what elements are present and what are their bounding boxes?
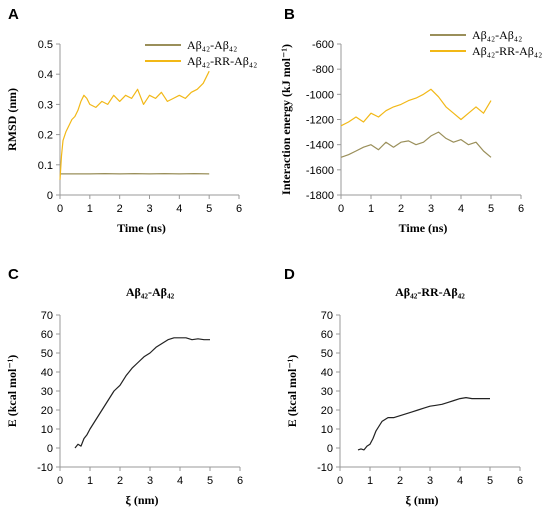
y-tick-label: -1600 xyxy=(306,165,334,177)
chart-panel-b: 0 1 2 3 4 5 6 -600 -800 -1000 -1200 -1400 -1600 -1800… xyxy=(279,28,542,235)
x-tick-label: 3 xyxy=(147,475,153,487)
y-tick-label: -600 xyxy=(312,39,334,51)
y-tick-label: 20 xyxy=(321,405,333,417)
y-tick-label: 0.5 xyxy=(38,39,53,51)
y-tick-label: 0.4 xyxy=(38,69,53,81)
y-tick-label: -1200 xyxy=(306,115,334,127)
x-axis-label: ξ (nm) xyxy=(125,493,158,507)
panel-label-a: A xyxy=(8,6,19,23)
legend-label: Aβ₄₂-RR-Aβ₄₂ xyxy=(187,54,257,68)
y-tick-label: 0.1 xyxy=(38,160,53,172)
y-axis-label: E (kcal mol⁻¹) xyxy=(285,355,299,428)
x-tick-label: 1 xyxy=(87,475,93,487)
x-tick-label: 6 xyxy=(236,203,242,215)
y-axis-label: E (kcal mol⁻¹) xyxy=(5,355,19,428)
x-tick-label: 5 xyxy=(488,203,494,215)
x-tick-label: 0 xyxy=(338,203,344,215)
chart-title: Aβ₄₂-RR-Aβ₄₂ xyxy=(395,285,465,299)
y-axis-label: RMSD (nm) xyxy=(5,88,19,151)
x-tick-label: 5 xyxy=(206,203,212,215)
panel-label-b: B xyxy=(284,6,295,23)
y-axis-label: Interaction energy (kJ mol⁻¹) xyxy=(279,44,293,195)
y-tick-label: 0.2 xyxy=(38,130,53,142)
x-tick-label: 2 xyxy=(117,203,123,215)
series-line-1 xyxy=(357,397,490,451)
y-tick-label: 70 xyxy=(321,310,333,322)
y-tick-label: -1000 xyxy=(306,89,334,101)
legend-label: Aβ₄₂-Aβ₄₂ xyxy=(472,28,522,42)
x-tick-label: 3 xyxy=(428,203,434,215)
y-tick-label: 50 xyxy=(321,348,333,360)
series-line-2 xyxy=(59,70,210,180)
y-tick-label: 0 xyxy=(47,190,53,202)
y-tick-label: 30 xyxy=(321,386,333,398)
y-tick-label: 60 xyxy=(321,329,333,341)
x-tick-label: 3 xyxy=(427,475,433,487)
y-tick-label: -800 xyxy=(312,64,334,76)
y-tick-label: -1400 xyxy=(306,140,334,152)
chart-panel-c: 0 1 2 3 4 5 6 -10 0 10 20 30 40 50 60 70 ξ (nm) E (kcal m… xyxy=(5,285,243,507)
legend-label: Aβ₄₂-Aβ₄₂ xyxy=(187,38,237,52)
series-line-2 xyxy=(340,88,492,127)
y-tick-label: 0 xyxy=(327,443,333,455)
x-tick-label: 2 xyxy=(398,203,404,215)
series-line-1 xyxy=(340,131,492,158)
x-tick-label: 6 xyxy=(518,203,524,215)
x-tick-label: 2 xyxy=(117,475,123,487)
panel-label-d: D xyxy=(284,266,295,283)
x-tick-label: 1 xyxy=(87,203,93,215)
x-tick-label: 0 xyxy=(57,203,63,215)
y-tick-label: 40 xyxy=(321,367,333,379)
x-tick-label: 4 xyxy=(457,475,463,487)
y-tick-label: -10 xyxy=(317,462,333,474)
y-tick-label: 0.3 xyxy=(38,99,53,111)
chart-panel-a: 0 1 2 3 4 5 6 0 0.1 0.2 0.3 0.4 0.5 Time (ns) RMSD (nm… xyxy=(5,38,257,235)
x-tick-label: 3 xyxy=(146,203,152,215)
legend-label: Aβ₄₂-RR-Aβ₄₂ xyxy=(472,44,542,58)
x-tick-label: 0 xyxy=(57,475,63,487)
panel-label-c: C xyxy=(8,266,19,283)
x-axis-label: Time (ns) xyxy=(399,221,448,235)
x-tick-label: 4 xyxy=(177,475,183,487)
x-tick-label: 6 xyxy=(517,475,523,487)
x-tick-label: 4 xyxy=(458,203,464,215)
y-tick-label: -1800 xyxy=(306,190,334,202)
y-tick-label: 50 xyxy=(41,348,53,360)
x-tick-label: 4 xyxy=(176,203,182,215)
y-tick-label: 10 xyxy=(41,424,53,436)
y-tick-label: 60 xyxy=(41,329,53,341)
y-tick-label: 70 xyxy=(41,310,53,322)
y-tick-label: 10 xyxy=(321,424,333,436)
chart-panel-d: 0 1 2 3 4 5 6 -10 0 10 20 30 40 50 60 70 ξ (nm) E (kcal m… xyxy=(285,285,523,507)
y-tick-label: 40 xyxy=(41,367,53,379)
y-tick-label: -10 xyxy=(37,462,53,474)
x-tick-label: 2 xyxy=(397,475,403,487)
x-tick-label: 5 xyxy=(487,475,493,487)
x-axis-label: Time (ns) xyxy=(117,221,166,235)
x-tick-label: 5 xyxy=(207,475,213,487)
y-tick-label: 0 xyxy=(47,443,53,455)
x-tick-label: 1 xyxy=(367,475,373,487)
x-axis-label: ξ (nm) xyxy=(405,493,438,507)
chart-title: Aβ₄₂-Aβ₄₂ xyxy=(126,285,175,299)
x-tick-label: 1 xyxy=(368,203,374,215)
x-tick-label: 6 xyxy=(237,475,243,487)
y-tick-label: 20 xyxy=(41,405,53,417)
y-tick-label: 30 xyxy=(41,386,53,398)
series-line-1 xyxy=(74,337,210,449)
x-tick-label: 0 xyxy=(337,475,343,487)
